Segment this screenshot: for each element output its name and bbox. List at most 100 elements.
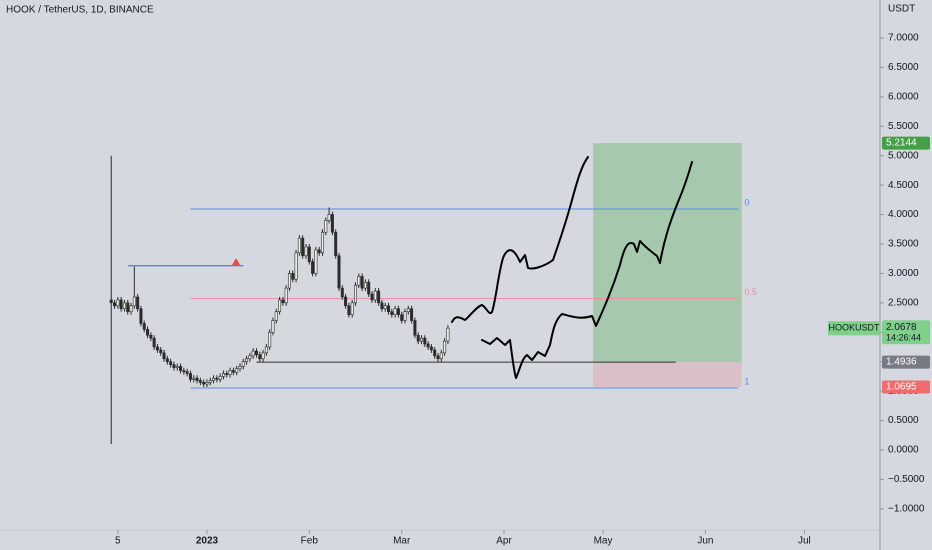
candle-body	[192, 377, 196, 380]
x-tick-label: 2023	[196, 536, 219, 547]
candle-body	[208, 380, 212, 383]
price-label-box	[882, 355, 930, 369]
candle-body	[274, 311, 278, 321]
y-tick-label: 0.0000	[888, 445, 919, 456]
candle-body	[228, 370, 232, 375]
candle-body	[297, 237, 301, 254]
candle-body	[377, 290, 381, 304]
y-tick-label: 5.5000	[888, 121, 919, 132]
y-tick-label: 5.0000	[888, 150, 919, 161]
y-tick-label: 3.5000	[888, 239, 919, 250]
candle-body	[172, 364, 176, 368]
fib-level-label: 0.5	[744, 287, 757, 297]
candle-body	[439, 352, 443, 360]
countdown-label: 14:26:44	[886, 333, 921, 343]
candle-body	[410, 308, 414, 321]
x-tick-label: Jul	[798, 536, 811, 547]
fib-level-label: 1	[744, 376, 749, 386]
y-tick-label: 7.0000	[888, 33, 919, 44]
candle-body	[387, 305, 391, 312]
profit-zone	[593, 143, 742, 363]
price-label-box	[882, 380, 930, 394]
candle-body	[109, 299, 113, 304]
candle-body	[314, 249, 318, 274]
candle-body	[182, 370, 186, 373]
candle-body	[235, 368, 239, 373]
candle-body	[215, 377, 219, 380]
candle-body	[245, 358, 249, 363]
x-tick-label: Jun	[697, 536, 713, 547]
symbol-label: HOOKUSDT	[828, 323, 880, 333]
x-tick-label: Apr	[496, 536, 512, 547]
candle-body	[188, 373, 192, 380]
candle-body	[367, 281, 371, 295]
candle-body	[142, 323, 146, 330]
candle-body	[169, 361, 173, 365]
candle-body	[324, 220, 328, 233]
candle-body	[393, 308, 397, 315]
candle-body	[185, 371, 189, 374]
candle-body	[122, 302, 126, 310]
candle-body	[113, 302, 117, 307]
candle-body	[261, 352, 265, 360]
chart-title: HOOK / TetherUS, 1D, BINANCE	[6, 5, 154, 16]
candle-body	[126, 302, 130, 312]
candle-body	[327, 214, 331, 221]
candle-body	[159, 349, 163, 354]
price-label: 1.4936	[886, 357, 917, 368]
candle-body	[350, 302, 354, 315]
candle-body	[301, 237, 305, 257]
price-label-box	[882, 136, 930, 150]
candle-body	[287, 273, 291, 289]
candle-body	[294, 252, 298, 280]
price-label: 5.2144	[886, 138, 917, 149]
drawings: 00.51	[127, 143, 757, 389]
candle-body	[304, 246, 308, 257]
candle-body	[353, 284, 357, 304]
candle-body	[231, 370, 235, 373]
y-tick-label: −1.0000	[888, 504, 925, 515]
candle-body	[225, 373, 229, 375]
candle-body	[248, 355, 252, 360]
y-tick-label: 2.5000	[888, 297, 919, 308]
candle-body	[268, 331, 272, 348]
fib-level-label: 0	[744, 197, 749, 207]
candle-body	[433, 349, 437, 357]
candle-body	[340, 287, 344, 298]
candle-body	[132, 296, 136, 307]
candle-body	[330, 214, 334, 233]
candle-body	[202, 382, 206, 385]
candle-body	[241, 361, 245, 367]
candle-body	[420, 337, 424, 342]
candle-body	[380, 302, 384, 310]
candle-body	[390, 311, 394, 315]
candle-body	[360, 276, 364, 289]
alert-icon	[232, 258, 240, 265]
sketch-paths	[451, 156, 693, 379]
x-tick-label: Feb	[301, 536, 319, 547]
loss-zone	[593, 362, 742, 388]
candle-body	[400, 314, 404, 321]
candle-body	[175, 366, 179, 368]
candle-body	[129, 305, 133, 312]
candle-body	[307, 246, 311, 262]
candle-body	[116, 299, 120, 307]
candle-body	[429, 346, 433, 351]
candle-body	[179, 366, 183, 371]
candle-body	[406, 308, 410, 312]
candle-body	[344, 296, 348, 307]
candle-body	[416, 334, 420, 342]
candle-body	[136, 296, 140, 310]
candle-body	[152, 337, 156, 348]
candle-body	[271, 320, 275, 333]
candle-body	[347, 305, 351, 315]
candle-body	[443, 340, 447, 354]
candle-body	[254, 350, 258, 355]
y-tick-label: 6.0000	[888, 91, 919, 102]
sketch-path	[451, 156, 589, 323]
candle-body	[317, 249, 321, 254]
candle-body	[195, 377, 199, 381]
candle-body	[334, 231, 338, 257]
